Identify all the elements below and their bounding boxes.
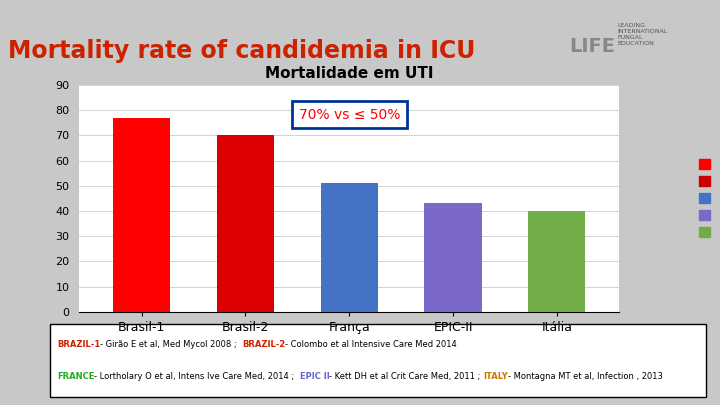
Bar (528, 211, 585, 312)
Text: BRAZIL-1: BRAZIL-1 (57, 340, 100, 349)
Text: LIFE: LIFE (570, 37, 616, 56)
Legend: Brasil-1, Brasil-2, França, EPIC-II, Itália: Brasil-1, Brasil-2, França, EPIC-II, Itá… (696, 156, 720, 241)
Text: - Montagna MT et al, Infection , 2013: - Montagna MT et al, Infection , 2013 (508, 372, 663, 381)
Text: FRANCE: FRANCE (57, 372, 94, 381)
Bar (425, 203, 482, 312)
Text: ITALY: ITALY (483, 372, 508, 381)
Bar (320, 183, 378, 312)
Text: BRAZIL-2: BRAZIL-2 (242, 340, 285, 349)
Text: - Lortholary O et al, Intens Ive Care Med, 2014 ;: - Lortholary O et al, Intens Ive Care Me… (94, 372, 300, 381)
Text: LEADING
INTERNATIONAL
FUNGAL
EDUCATION: LEADING INTERNATIONAL FUNGAL EDUCATION (617, 23, 667, 46)
Text: - Girão E et al, Med Mycol 2008 ;: - Girão E et al, Med Mycol 2008 ; (100, 340, 242, 349)
Bar (113, 118, 170, 312)
Text: Mortality rate of candidemia in ICU: Mortality rate of candidemia in ICU (9, 39, 476, 64)
Text: 70% vs ≤ 50%: 70% vs ≤ 50% (299, 108, 400, 122)
Text: - Colombo et al Intensive Care Med 2014: - Colombo et al Intensive Care Med 2014 (285, 340, 457, 349)
Title: Mortalidade em UTI: Mortalidade em UTI (265, 66, 433, 81)
Text: EPIC II: EPIC II (300, 372, 330, 381)
Bar (217, 135, 274, 312)
Text: - Kett DH et al Crit Care Med, 2011 ;: - Kett DH et al Crit Care Med, 2011 ; (330, 372, 483, 381)
FancyBboxPatch shape (50, 324, 706, 397)
